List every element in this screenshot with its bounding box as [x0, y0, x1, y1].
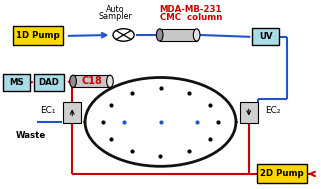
Circle shape — [113, 29, 134, 41]
Bar — [252, 28, 279, 45]
Text: Sampler: Sampler — [99, 12, 133, 21]
Bar — [13, 26, 63, 45]
Text: Waste: Waste — [15, 131, 46, 140]
Text: EC₂: EC₂ — [265, 106, 281, 115]
Text: EC₁: EC₁ — [40, 106, 56, 115]
Text: 1D Pump: 1D Pump — [16, 31, 60, 40]
Text: UV: UV — [259, 32, 273, 41]
Ellipse shape — [193, 29, 200, 41]
Circle shape — [85, 77, 236, 166]
Ellipse shape — [107, 75, 113, 88]
Bar — [34, 74, 64, 91]
Text: MDA-MB-231: MDA-MB-231 — [160, 5, 222, 14]
Text: Auto: Auto — [106, 5, 125, 14]
Text: DAD: DAD — [39, 78, 59, 87]
Ellipse shape — [156, 29, 163, 41]
Bar — [73, 75, 110, 87]
Bar — [257, 164, 307, 183]
Text: MS: MS — [10, 78, 24, 87]
Bar — [3, 74, 30, 91]
Text: C18: C18 — [81, 76, 102, 86]
Bar — [240, 102, 257, 123]
Ellipse shape — [70, 75, 76, 88]
Text: 2D Pump: 2D Pump — [260, 169, 304, 178]
Bar — [160, 29, 196, 41]
Text: CMC  column: CMC column — [160, 13, 222, 22]
Bar — [64, 102, 81, 123]
